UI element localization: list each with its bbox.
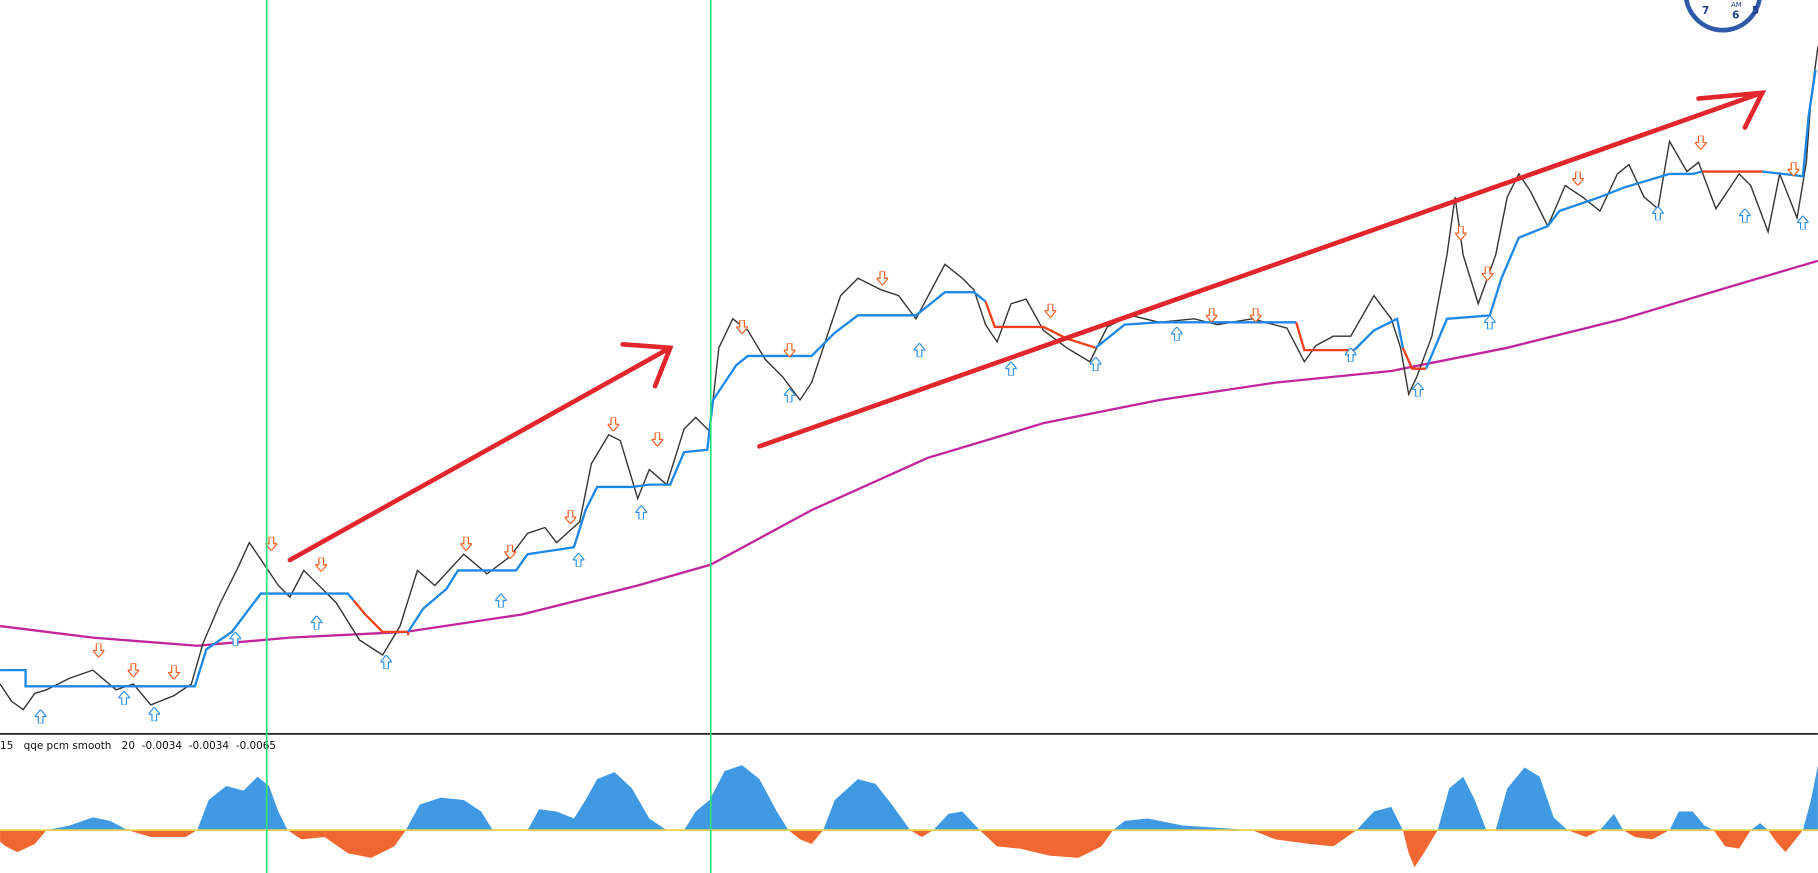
trailing-stop-down	[1401, 347, 1427, 370]
indicator-period: 15	[0, 740, 13, 752]
trailing-stop-down	[352, 599, 410, 636]
clock-number: 5	[1752, 5, 1759, 17]
indicator-name: qqe pcm smooth	[24, 740, 112, 752]
indicator-value: -0.0034	[142, 740, 183, 752]
trailing-stop-up	[1425, 170, 1703, 370]
trailing-stop-down	[984, 301, 1097, 349]
indicator-value: -0.0065	[236, 740, 276, 752]
clock-period: AM	[1731, 1, 1742, 9]
trailing-stop-up	[0, 592, 355, 688]
trailing-stop-up	[1094, 321, 1297, 349]
clock-number: 6	[1732, 10, 1739, 22]
histogram-positive	[46, 765, 1818, 831]
trend-arrow	[287, 342, 674, 563]
oscillator	[0, 765, 1818, 868]
indicator-value: -0.0034	[189, 740, 230, 752]
indicator-label: 15 qqe pcm smooth 20 -0.0034 -0.0034 -0.…	[0, 740, 276, 752]
histogram-negative	[0, 830, 1803, 868]
trailing-stop-up	[1353, 317, 1405, 351]
price-line	[0, 46, 1818, 711]
indicator-setting: 20	[122, 740, 135, 752]
trailing-stop-up	[1762, 69, 1817, 178]
moving-average	[0, 259, 1818, 647]
trailing-stop-down	[1295, 321, 1355, 352]
clock-number: 7	[1702, 5, 1709, 17]
clock: 7 AM 6 5	[1684, 0, 1762, 33]
trailing-stop-up	[407, 291, 987, 633]
trend-arrow	[757, 90, 1767, 449]
